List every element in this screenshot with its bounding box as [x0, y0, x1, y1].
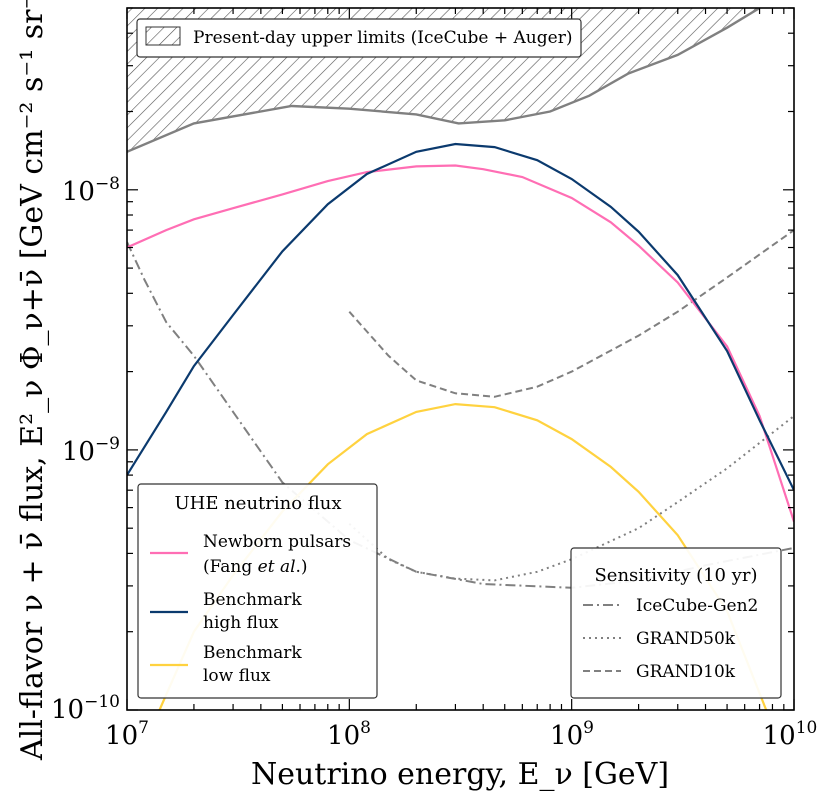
flux-legend-title: UHE neutrino flux — [174, 493, 341, 514]
y-tick-label-1e-9: 10−9 — [62, 434, 120, 467]
sensitivity-legend-box — [570, 547, 782, 699]
legend-label-low-flux-line2: low flux — [203, 666, 271, 686]
upper-limit-legend-box — [136, 18, 582, 58]
flux-legend-box — [137, 483, 378, 699]
newborn-pulsars-curve — [127, 164, 794, 522]
legend-label-icecube-gen2: IceCube-Gen2 — [636, 596, 758, 616]
x-tick-labels: 107 108 109 1010 — [105, 718, 817, 751]
y-axis-title: All-flavor ν + ν̄ flux, E²_ν Φ_ν+ν̄ [GeV… — [15, 0, 50, 761]
upper-limit-legend-label: Present-day upper limits (IceCube + Auge… — [193, 28, 572, 48]
y-tick-label-1e-8: 10−8 — [62, 174, 120, 207]
x-axis-title: Neutrino energy, E_ν [GeV] — [251, 757, 669, 792]
x-tick-label-1e8: 108 — [327, 718, 371, 751]
plot-frame — [126, 7, 795, 711]
grand10k-curve — [348, 229, 794, 398]
legend-label-grand50k: GRAND50k — [636, 629, 736, 649]
benchmark-high-flux-curve — [127, 142, 794, 491]
upper-limit-legend-swatch — [145, 26, 181, 46]
flux-legend: UHE neutrino flux Newborn pulsars (Fang … — [137, 483, 378, 699]
legend-label-high-flux-line1: Benchmark — [203, 590, 302, 610]
legend-label-high-flux-line2: high flux — [203, 613, 279, 633]
legend-label-pulsars-line1: Newborn pulsars — [203, 532, 351, 552]
legend-label-pulsars-line2: (Fang et al.) — [203, 557, 308, 577]
x-tick-label-1e10: 1010 — [763, 718, 818, 751]
grand50k-curve — [348, 415, 794, 582]
sensitivity-legend: Sensitivity (10 yr) IceCube-Gen2 GRAND50… — [570, 547, 782, 699]
x-tick-label-1e9: 109 — [550, 718, 594, 751]
upper-limit-boundary — [127, 8, 761, 153]
legend-label-low-flux-line1: Benchmark — [203, 643, 302, 663]
upper-limit-legend: Present-day upper limits (IceCube + Auge… — [136, 18, 582, 58]
x-tick-label-1e7: 107 — [105, 718, 149, 751]
legend-label-grand10k: GRAND10k — [636, 662, 736, 682]
y-tick-label-1e-10: 10−10 — [51, 692, 120, 725]
sensitivity-legend-title: Sensitivity (10 yr) — [594, 565, 757, 586]
y-tick-labels: 10−10 10−9 10−8 — [51, 174, 120, 725]
